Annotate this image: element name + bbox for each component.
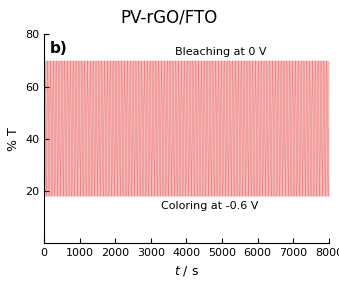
- Text: PV-rGO/FTO: PV-rGO/FTO: [121, 9, 218, 27]
- Text: b): b): [50, 41, 67, 55]
- Y-axis label: % T: % T: [6, 127, 20, 151]
- Text: Bleaching at 0 V: Bleaching at 0 V: [175, 47, 266, 57]
- X-axis label: $t$ / s: $t$ / s: [174, 263, 199, 277]
- Text: Coloring at -0.6 V: Coloring at -0.6 V: [161, 201, 258, 211]
